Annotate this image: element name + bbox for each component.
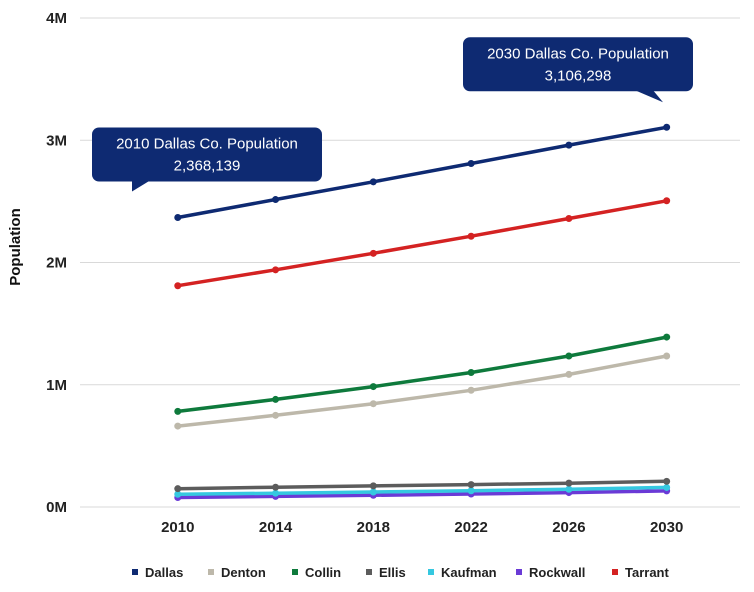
data-point: [174, 213, 182, 221]
series-line-tarrant: [176, 199, 669, 288]
data-point: [272, 266, 280, 274]
data-point: [565, 214, 573, 222]
data-point: [467, 481, 475, 489]
legend-swatch: [292, 569, 298, 575]
callout-box: [92, 127, 322, 182]
legend-label: Dallas: [145, 565, 183, 580]
data-point: [369, 400, 377, 408]
series-line-kaufman: [176, 485, 669, 497]
callout-pointer: [635, 90, 663, 103]
data-point: [369, 178, 377, 186]
series-tarrant: [174, 197, 671, 290]
data-point: [174, 407, 182, 415]
legend-label: Denton: [221, 565, 266, 580]
callout-title: 2030 Dallas Co. Population: [487, 45, 669, 62]
legend-swatch: [132, 569, 138, 575]
data-point: [663, 333, 671, 341]
data-point: [272, 411, 280, 419]
x-tick-labels: 2010 2014 2018 2022 2026 2030: [161, 519, 683, 536]
legend-swatch: [366, 569, 372, 575]
data-point: [663, 352, 671, 360]
data-point: [174, 422, 182, 430]
callout-box: [463, 37, 693, 92]
callout-2010: 2010 Dallas Co. Population 2,368,139: [92, 127, 322, 192]
legend-label: Rockwall: [529, 565, 585, 580]
data-point: [369, 488, 377, 496]
data-point: [369, 383, 377, 391]
x-tick-label: 2022: [454, 519, 487, 536]
series-line-denton: [176, 354, 669, 428]
data-point: [565, 141, 573, 149]
callout-value: 2,368,139: [174, 157, 241, 174]
y-tick-label: 1M: [46, 377, 67, 394]
y-tick-label: 3M: [46, 132, 67, 149]
data-point: [565, 479, 573, 487]
legend-item-tarrant: Tarrant: [612, 565, 669, 580]
data-point: [369, 249, 377, 257]
data-point: [565, 370, 573, 378]
series-line-ellis: [176, 479, 669, 491]
data-point: [467, 369, 475, 377]
data-point: [663, 477, 671, 485]
data-point: [663, 123, 671, 131]
legend-label: Ellis: [379, 565, 406, 580]
callouts: 2010 Dallas Co. Population 2,368,139 2030 …: [92, 37, 693, 192]
x-tick-label: 2014: [259, 519, 293, 536]
data-point: [272, 483, 280, 491]
y-axis-title: Population: [7, 208, 24, 286]
y-tick-labels: 0M 1M 2M 3M 4M: [46, 10, 67, 516]
legend-label: Tarrant: [625, 565, 669, 580]
data-point: [467, 159, 475, 167]
data-point: [174, 490, 182, 498]
data-point: [467, 386, 475, 394]
callout-pointer: [132, 180, 150, 192]
series-line-collin: [176, 335, 669, 414]
data-point: [467, 487, 475, 495]
legend-item-dallas: Dallas: [132, 565, 183, 580]
x-tick-label: 2010: [161, 519, 194, 536]
legend-item-kaufman: Kaufman: [428, 565, 497, 580]
y-tick-label: 2M: [46, 255, 67, 272]
legend-item-rockwall: Rockwall: [516, 565, 585, 580]
data-point: [663, 483, 671, 491]
legend: Dallas Denton Collin Ellis Kaufman Rockwall Ta…: [132, 565, 669, 580]
legend-label: Kaufman: [441, 565, 497, 580]
series-dallas: [174, 123, 671, 221]
series-collin: [174, 333, 671, 415]
x-tick-label: 2026: [552, 519, 585, 536]
legend-swatch: [208, 569, 214, 575]
legend-item-denton: Denton: [208, 565, 266, 580]
callout-2030: 2030 Dallas Co. Population 3,106,298: [463, 37, 693, 103]
data-point: [174, 485, 182, 493]
data-point: [272, 395, 280, 403]
data-point: [174, 282, 182, 290]
legend-item-collin: Collin: [292, 565, 341, 580]
data-point: [369, 482, 377, 490]
data-point: [663, 197, 671, 205]
y-tick-label: 0M: [46, 499, 67, 516]
series-line-rockwall: [176, 489, 669, 500]
y-tick-label: 4M: [46, 10, 67, 27]
x-tick-label: 2018: [357, 519, 390, 536]
data-point: [272, 196, 280, 204]
callout-title: 2010 Dallas Co. Population: [116, 135, 298, 152]
legend-swatch: [428, 569, 434, 575]
legend-swatch: [612, 569, 618, 575]
series-lines: [174, 123, 671, 501]
data-point: [565, 485, 573, 493]
series-ellis: [174, 477, 671, 493]
data-point: [272, 489, 280, 497]
legend-item-ellis: Ellis: [366, 565, 406, 580]
series-denton: [174, 352, 671, 430]
legend-label: Collin: [305, 565, 341, 580]
legend-swatch: [516, 569, 522, 575]
series-line-dallas: [176, 125, 669, 220]
data-point: [565, 352, 573, 360]
data-point: [467, 232, 475, 240]
series-kaufman: [174, 483, 671, 498]
x-tick-label: 2030: [650, 519, 683, 536]
callout-value: 3,106,298: [545, 67, 612, 84]
